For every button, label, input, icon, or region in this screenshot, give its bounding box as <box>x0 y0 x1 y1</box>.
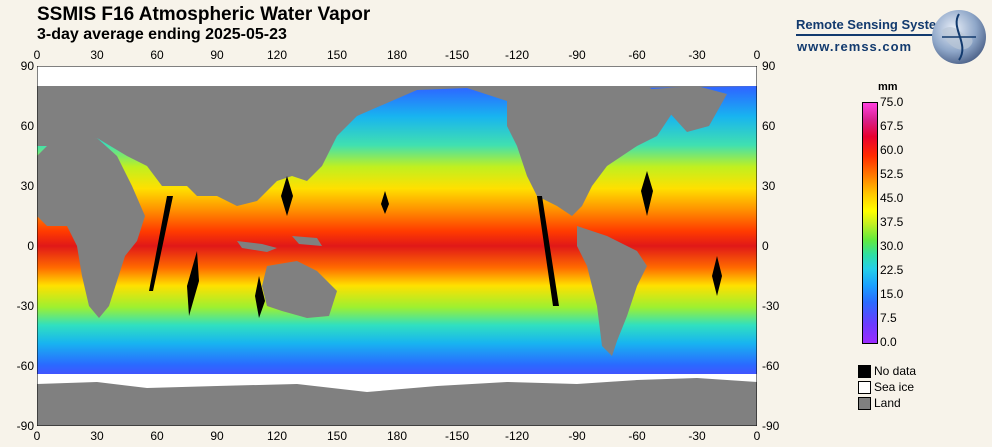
colorbar-label: 15.0 <box>880 287 904 301</box>
lon-tick-top: 150 <box>326 48 348 62</box>
map-subtitle: 3-day average ending 2025-05-23 <box>37 26 287 43</box>
nodata-swath <box>187 251 199 316</box>
colorbar-label: 60.0 <box>880 143 904 157</box>
nodata-swath <box>641 171 653 216</box>
lon-tick-top: 90 <box>210 48 224 62</box>
lon-tick-bottom: 60 <box>150 429 164 443</box>
lat-tick-left: 60 <box>20 119 34 133</box>
colorbar-label: 45.0 <box>880 191 904 205</box>
nodata-swath <box>537 196 559 306</box>
colorbar <box>862 102 878 344</box>
colorbar-label: 0.0 <box>880 335 897 349</box>
lon-tick-top: 180 <box>386 48 408 62</box>
lat-tick-left: -60 <box>16 359 34 373</box>
colorbar-unit: mm <box>878 81 898 93</box>
lon-tick-top: -90 <box>568 48 586 62</box>
colorbar-label: 30.0 <box>880 239 904 253</box>
lat-tick-right: -30 <box>762 299 780 313</box>
lat-tick-left: -30 <box>16 299 34 313</box>
land-australia <box>262 261 337 318</box>
legend-label: No data <box>874 364 917 378</box>
lon-tick-bottom: 150 <box>326 429 348 443</box>
lon-tick-bottom: -120 <box>504 429 530 443</box>
colorbar-label: 52.5 <box>880 167 904 181</box>
lon-tick-top: 0 <box>33 48 41 62</box>
nodata-swath <box>712 256 722 296</box>
brand-divider <box>796 34 948 36</box>
legend-label: Sea ice <box>874 380 915 394</box>
land-north-america <box>507 86 677 216</box>
lon-tick-bottom: -60 <box>628 429 646 443</box>
lat-tick-left: 90 <box>20 59 34 73</box>
colorbar-label: 75.0 <box>880 95 904 109</box>
land-greenland <box>637 86 727 132</box>
lon-tick-top: -120 <box>504 48 530 62</box>
lon-tick-bottom: -30 <box>688 429 706 443</box>
brand-name: Remote Sensing Systems <box>796 17 955 32</box>
lat-tick-left: 30 <box>20 179 34 193</box>
colorbar-label: 67.5 <box>880 119 904 133</box>
lat-tick-right: -90 <box>762 419 780 433</box>
land-eurasia <box>37 86 757 206</box>
lon-tick-top: -60 <box>628 48 646 62</box>
nodata-swath <box>381 191 389 214</box>
lon-tick-bottom: 180 <box>386 429 408 443</box>
nodata-swath <box>255 276 265 318</box>
lon-tick-top: 60 <box>150 48 164 62</box>
nodata-swath <box>149 196 173 291</box>
lon-tick-top: 0 <box>753 48 761 62</box>
land-south-america <box>577 226 647 356</box>
map-title: SSMIS F16 Atmospheric Water Vapor <box>37 4 371 25</box>
colorbar-label: 7.5 <box>880 311 897 325</box>
lat-tick-right: 0 <box>762 239 769 253</box>
legend-swatch <box>858 397 871 410</box>
legend-swatch <box>858 381 871 394</box>
colorbar-label: 37.5 <box>880 215 904 229</box>
nodata-swath <box>281 176 293 216</box>
lon-tick-bottom: 90 <box>210 429 224 443</box>
colorbar-label: 22.5 <box>880 263 904 277</box>
lat-tick-left: -90 <box>16 419 34 433</box>
globe-logo-icon <box>932 10 986 64</box>
lon-tick-bottom: 30 <box>90 429 104 443</box>
land-antarctica <box>37 378 757 426</box>
lon-tick-top: -150 <box>444 48 470 62</box>
lon-tick-bottom: 0 <box>753 429 761 443</box>
lat-tick-right: 60 <box>762 119 776 133</box>
water-vapor-map <box>37 66 757 426</box>
lon-tick-bottom: -90 <box>568 429 586 443</box>
legend-label: Land <box>874 396 901 410</box>
brand-url[interactable]: www.remss.com <box>797 39 913 54</box>
lat-tick-left: 0 <box>27 239 34 253</box>
lon-tick-bottom: 0 <box>33 429 41 443</box>
legend-swatch <box>858 365 871 378</box>
lon-tick-bottom: 120 <box>266 429 288 443</box>
lat-tick-right: 30 <box>762 179 776 193</box>
land-maritime-continent <box>237 236 322 252</box>
lon-tick-bottom: -150 <box>444 429 470 443</box>
lat-tick-right: -60 <box>762 359 780 373</box>
arctic-ice <box>37 66 757 86</box>
lon-tick-top: 120 <box>266 48 288 62</box>
lat-tick-right: 90 <box>762 59 776 73</box>
lon-tick-top: -30 <box>688 48 706 62</box>
land-africa <box>37 138 145 318</box>
lon-tick-top: 30 <box>90 48 104 62</box>
